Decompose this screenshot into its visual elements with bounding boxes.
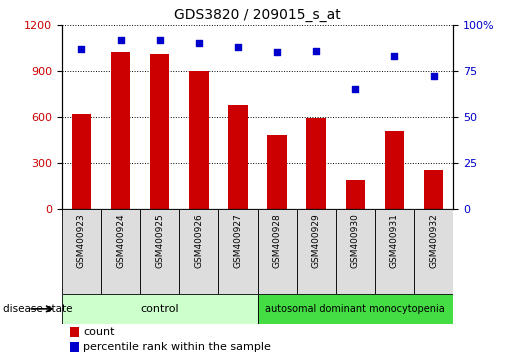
Bar <box>385 131 404 209</box>
Bar <box>424 170 443 209</box>
Bar <box>306 118 326 209</box>
Text: GSM400931: GSM400931 <box>390 213 399 268</box>
Bar <box>70 342 79 353</box>
Bar <box>218 209 258 294</box>
Text: GSM400923: GSM400923 <box>77 213 86 268</box>
Text: GSM400927: GSM400927 <box>233 213 243 268</box>
Point <box>116 37 125 42</box>
Bar <box>62 209 101 294</box>
Bar <box>346 181 365 209</box>
Bar <box>111 52 130 209</box>
Text: GSM400924: GSM400924 <box>116 213 125 268</box>
Text: count: count <box>83 327 115 337</box>
Bar <box>140 209 179 294</box>
Point <box>430 74 438 79</box>
Point <box>273 50 281 55</box>
Text: percentile rank within the sample: percentile rank within the sample <box>83 342 271 352</box>
Point <box>312 48 320 53</box>
Text: GSM400932: GSM400932 <box>429 213 438 268</box>
Text: GSM400928: GSM400928 <box>272 213 282 268</box>
Text: GSM400930: GSM400930 <box>351 213 360 268</box>
Bar <box>258 294 453 324</box>
Bar <box>414 209 453 294</box>
Bar <box>336 209 375 294</box>
Bar <box>179 209 218 294</box>
Bar <box>150 54 169 209</box>
Bar <box>70 327 79 337</box>
Bar <box>267 135 287 209</box>
Bar <box>189 71 209 209</box>
Bar <box>228 104 248 209</box>
Bar <box>258 209 297 294</box>
Point <box>390 53 399 59</box>
Point <box>195 40 203 46</box>
Text: disease state: disease state <box>3 304 72 314</box>
Point <box>351 86 359 92</box>
Bar <box>101 209 140 294</box>
Point <box>77 46 85 52</box>
Text: GSM400929: GSM400929 <box>312 213 321 268</box>
Bar <box>375 209 414 294</box>
Title: GDS3820 / 209015_s_at: GDS3820 / 209015_s_at <box>174 8 341 22</box>
Bar <box>72 114 91 209</box>
Point <box>234 44 242 50</box>
Point <box>156 37 164 42</box>
Text: autosomal dominant monocytopenia: autosomal dominant monocytopenia <box>265 304 445 314</box>
Text: control: control <box>140 304 179 314</box>
Text: GSM400926: GSM400926 <box>194 213 203 268</box>
Bar <box>297 209 336 294</box>
Bar <box>62 294 258 324</box>
Text: GSM400925: GSM400925 <box>155 213 164 268</box>
